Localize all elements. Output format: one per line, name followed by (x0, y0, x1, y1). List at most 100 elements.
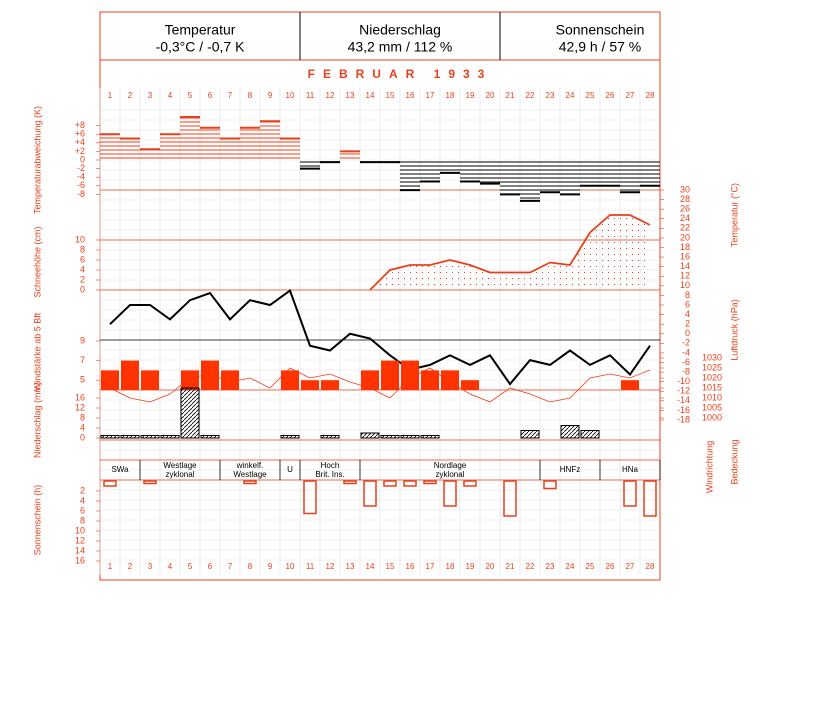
deviation-bar (200, 127, 220, 160)
y-tick-label: 16 (75, 555, 85, 565)
day-label: 28 (646, 562, 655, 571)
wind-bar (281, 370, 299, 390)
y-tick-label: -6 (682, 357, 690, 367)
sun-bar (443, 480, 457, 507)
day-label: 13 (346, 91, 355, 100)
y-tick-label: 0 (80, 284, 85, 294)
y-tick-label: 20 (680, 232, 690, 242)
day-label: 8 (248, 562, 253, 571)
y-tick-label: 1025 (702, 362, 722, 372)
y-tick-label: 12 (75, 535, 85, 545)
wind-bar (181, 370, 199, 390)
y-tick-label: -16 (677, 405, 690, 415)
deviation-bar (320, 160, 340, 163)
axis-label: Luftdruck (hPa) (729, 299, 739, 361)
day-label: 15 (386, 91, 395, 100)
axis-label: Schneehöhe (cm) (32, 226, 42, 297)
y-tick-label: +6 (75, 129, 85, 139)
y-tick-label: 14 (680, 261, 690, 271)
day-label: 25 (586, 562, 595, 571)
y-tick-label: -8 (77, 189, 85, 199)
deviation-bar (460, 160, 480, 182)
weather-type: zyklonal (166, 470, 195, 479)
day-label: 23 (546, 562, 555, 571)
y-tick-label: -10 (677, 376, 690, 386)
deviation-bar (260, 121, 280, 160)
day-label: 1 (108, 562, 113, 571)
precip-bar (160, 435, 180, 439)
deviation-bar (180, 117, 200, 160)
y-tick-label: 8 (80, 244, 85, 254)
y-tick-label: 22 (680, 223, 690, 233)
y-tick-label: 28 (680, 194, 690, 204)
y-tick-label: 10 (680, 280, 690, 290)
weather-type: Hoch (321, 461, 340, 470)
day-label: 24 (566, 91, 575, 100)
y-tick-label: -2 (682, 338, 690, 348)
deviation-bar (380, 160, 400, 163)
wind-bar (421, 370, 439, 390)
deviation-bar (500, 160, 520, 195)
deviation-bar (600, 160, 620, 186)
weather-type: Nordlage (434, 461, 467, 470)
data-line (109, 367, 651, 403)
precip-bar (280, 435, 300, 439)
day-label: 28 (646, 91, 655, 100)
y-tick-label: 1005 (702, 402, 722, 412)
deviation-bar (300, 160, 320, 169)
header-title: Sonnenschein (556, 22, 645, 38)
day-label: 6 (208, 91, 213, 100)
day-label: 22 (526, 91, 535, 100)
y-tick-label: 8 (685, 290, 690, 300)
y-tick-label: +2 (75, 146, 85, 156)
day-label: 18 (446, 562, 455, 571)
day-label: 5 (188, 562, 193, 571)
day-label: 14 (366, 562, 375, 571)
data-line (109, 289, 651, 386)
day-label: 6 (208, 562, 213, 571)
y-tick-label: 16 (680, 251, 690, 261)
y-tick-label: -8 (682, 366, 690, 376)
y-tick-label: 1010 (702, 392, 722, 402)
y-tick-label: 0 (685, 328, 690, 338)
wind-bar (301, 380, 319, 390)
day-label: 15 (386, 562, 395, 571)
day-label: 7 (228, 91, 233, 100)
day-label: 2 (128, 91, 133, 100)
weather-type: Westlage (233, 470, 267, 479)
day-label: 8 (248, 91, 253, 100)
day-label: 21 (506, 562, 515, 571)
day-label: 17 (426, 562, 435, 571)
y-tick-label: 8 (80, 412, 85, 422)
y-tick-label: -6 (77, 180, 85, 190)
day-label: 13 (346, 562, 355, 571)
y-tick-label: -4 (682, 347, 690, 357)
y-tick-label: +4 (75, 137, 85, 147)
sun-bar (363, 480, 377, 507)
day-label: 26 (606, 562, 615, 571)
weather-type: Westlage (163, 461, 197, 470)
day-label: 3 (148, 91, 153, 100)
y-tick-label: +8 (75, 120, 85, 130)
day-label: 24 (566, 562, 575, 571)
day-label: 4 (168, 91, 173, 100)
wind-bar (121, 360, 139, 390)
precip-bar (100, 435, 120, 439)
y-tick-label: 6 (80, 505, 85, 515)
sun-bar (303, 480, 317, 515)
y-tick-label: 4 (80, 495, 85, 505)
sun-bar (623, 480, 637, 507)
y-tick-label: 6 (80, 254, 85, 264)
deviation-bar (220, 138, 240, 160)
axis-label: Windstärke ab 5 Bft (32, 312, 42, 391)
day-label: 16 (406, 562, 415, 571)
data-line (369, 214, 651, 291)
header-title: Temperatur (165, 22, 236, 38)
deviation-bar (120, 138, 140, 160)
precip-bar (420, 435, 440, 439)
axis-label: Temperaturabweichung (K) (32, 106, 42, 214)
sun-bar (423, 480, 437, 485)
y-tick-label: 26 (680, 204, 690, 214)
day-label: 26 (606, 91, 615, 100)
